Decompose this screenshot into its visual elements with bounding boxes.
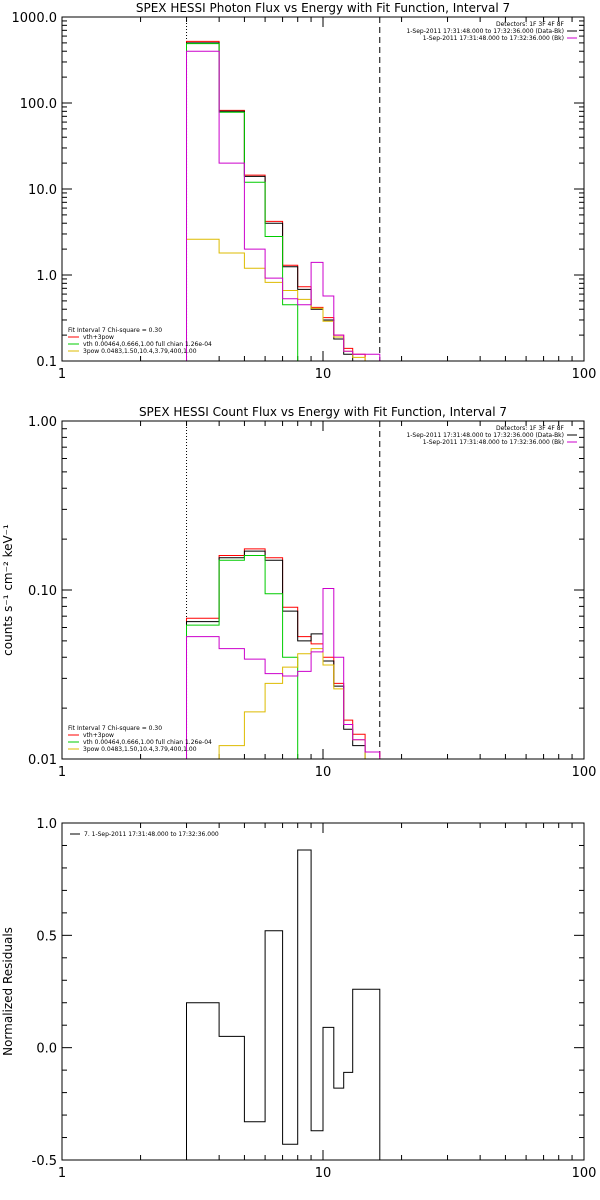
plot-frame <box>61 822 585 1161</box>
legend-entry: vth+3pow <box>83 334 114 341</box>
legend-entry: 1-Sep-2011 17:31:48.000 to 17:32:36.000 … <box>406 432 564 439</box>
x-tick-label: 1 <box>58 367 66 382</box>
legend-entry: vth+3pow <box>83 732 114 739</box>
legend-entry: Detectors: 1F 3F 4F 8F <box>496 21 565 28</box>
x-tick-label: 100 <box>572 765 597 780</box>
y-tick-label: 1.0 <box>36 269 57 284</box>
y-tick-label: 100.0 <box>20 97 57 112</box>
legend-entry: 3pow 0.0483,1.50,10.4,3.79,400,1.00 <box>83 348 197 355</box>
x-tick-label: 10 <box>315 1166 332 1181</box>
legend-entry: 1-Sep-2011 17:31:48.000 to 17:32:36.000 … <box>423 35 564 42</box>
x-tick-label: 10 <box>315 367 332 382</box>
x-tick-label: 100 <box>572 367 597 382</box>
y-tick-label: 0.1 <box>36 355 57 370</box>
plot-area <box>186 17 381 361</box>
legend-entry: 7. 1-Sep-2011 17:31:48.000 to 17:32:36.0… <box>84 831 219 838</box>
y-axis-label: counts s⁻¹ cm⁻² keV⁻¹ <box>1 524 15 656</box>
y-tick-label: 1.00 <box>28 415 57 430</box>
legend-entry: Fit Interval 7 Chi-square = 0.30 <box>68 327 162 334</box>
y-tick-label: 0.0 <box>36 1042 57 1057</box>
y-tick-label: 0.01 <box>28 753 57 768</box>
plot-frame <box>61 420 585 760</box>
y-tick-label: -0.5 <box>32 1154 57 1169</box>
x-tick-label: 1 <box>58 1166 66 1181</box>
photon-flux-panel: SPEX HESSI Photon Flux vs Energy with Fi… <box>12 1 597 382</box>
chart-title: SPEX HESSI Photon Flux vs Energy with Fi… <box>136 1 510 15</box>
series-line-bk-4 <box>186 588 381 759</box>
y-tick-label: 0.5 <box>36 929 57 944</box>
y-tick-label: 10.0 <box>28 183 57 198</box>
x-tick-label: 10 <box>315 765 332 780</box>
x-tick-label: 100 <box>572 1166 597 1181</box>
count-flux-panel: SPEX HESSI Count Flux vs Energy with Fit… <box>1 405 597 780</box>
series-line-vth-2 <box>186 43 381 361</box>
y-tick-label: 1.0 <box>36 817 57 832</box>
series-line-7-1-sep-2011-17-31-48-000-to-17-32-36-000-0 <box>186 849 381 1160</box>
plot-area <box>186 849 381 1160</box>
series-line-vth-2 <box>186 555 381 759</box>
legend-entry: Fit Interval 7 Chi-square = 0.30 <box>68 725 162 732</box>
y-tick-label: 1000.0 <box>12 11 58 26</box>
x-tick-label: 1 <box>58 765 66 780</box>
legend-entry: 1-Sep-2011 17:31:48.000 to 17:32:36.000 … <box>406 28 564 35</box>
legend-entry: vth 0.00464,0.666,1.00 full chian 1.26e-… <box>83 739 212 746</box>
plot-frame <box>61 16 585 362</box>
legend-entry: vth 0.00464,0.666,1.00 full chian 1.26e-… <box>83 341 212 348</box>
y-axis-label: Normalized Residuals <box>1 927 15 1056</box>
legend-entry: Detectors: 1F 3F 4F 8F <box>496 425 565 432</box>
series-line-bk-4 <box>186 50 381 361</box>
residuals-panel: Normalized Residuals -0.5 0.0 0.5 1.0 1 10 100 7… <box>1 817 596 1181</box>
legend-entry: 1-Sep-2011 17:31:48.000 to 17:32:36.000 … <box>423 439 564 446</box>
legend-entry: 3pow 0.0483,1.50,10.4,3.79,400,1.00 <box>83 746 197 753</box>
plot-area <box>186 421 381 759</box>
chart-title: SPEX HESSI Count Flux vs Energy with Fit… <box>139 405 507 419</box>
y-tick-label: 0.10 <box>28 584 57 599</box>
